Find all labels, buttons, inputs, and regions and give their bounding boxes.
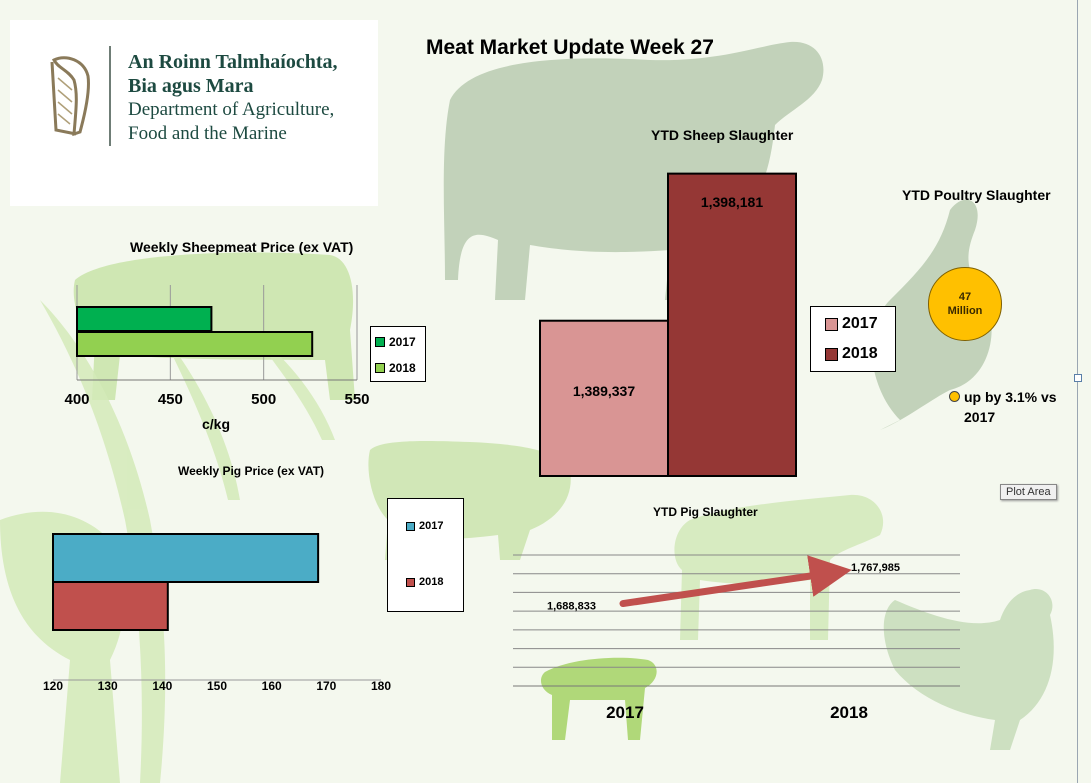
logo-line-1: An Roinn Talmhaíochta,	[128, 51, 338, 73]
legend-swatch-pig-2017	[406, 521, 415, 531]
chicken-silhouette	[883, 589, 1054, 750]
cattle-silhouette	[73, 252, 356, 400]
tick-label-400: 400	[64, 391, 89, 408]
legend-item-slaughter-2017: 2017	[825, 315, 878, 333]
small-lamb-silhouette	[540, 657, 657, 740]
sheep-slaughter-chart: 1,389,337 1,398,181	[539, 172, 797, 477]
legend-swatch-slaughter-2018	[825, 347, 838, 361]
sheep-slaughter-legend: 2017 2018	[810, 306, 896, 372]
sheepmeat-legend: 2017 2018	[370, 326, 426, 382]
sheep-silhouette-large	[443, 41, 824, 301]
poultry-value-label: 47 Million	[947, 291, 983, 317]
logo-line-3: Department of Agriculture,	[128, 99, 335, 120]
bar-slaughter-2018	[667, 172, 797, 477]
poultry-note-marker	[949, 391, 960, 402]
legend-label-2018: 2018	[389, 361, 416, 375]
legend-item-2017: 2017	[375, 335, 416, 349]
category-label-2018: 2018	[830, 703, 868, 722]
data-label-slaughter-2017: 1,389,337	[573, 383, 635, 399]
legend-swatch-2017	[375, 337, 385, 347]
legend-label-pig-2018: 2018	[419, 576, 444, 588]
tick-label-140: 140	[152, 679, 172, 693]
bar-slaughter-2017	[539, 319, 669, 477]
pig-slaughter-chart: 1,688,833 1,767,985 2017 2018	[513, 554, 960, 722]
series-line	[619, 555, 852, 608]
category-label-2017: 2017	[606, 703, 644, 722]
resize-handle[interactable]	[1074, 374, 1082, 382]
poultry-note-text: up by 3.1% vs 2017	[964, 389, 1057, 425]
legend-swatch-slaughter-2017	[825, 317, 838, 331]
sheepmeat-price-chart: 400 450 500 550	[64, 285, 370, 408]
legend-label-pig-2017: 2017	[419, 520, 444, 532]
data-label-2018: 1,767,985	[851, 562, 900, 574]
tick-label-450: 450	[158, 391, 183, 408]
pig-price-chart: 120 130 140 150 160 170 180	[43, 533, 391, 693]
poultry-bubble: 47 Million	[928, 267, 1002, 341]
legend-item-slaughter-2018: 2018	[825, 345, 878, 363]
bar-pig-2017	[52, 533, 320, 583]
tick-label-160: 160	[262, 679, 282, 693]
logo-line-2: Bia agus Mara	[128, 75, 254, 97]
tick-label-170: 170	[316, 679, 336, 693]
legend-swatch-2018	[375, 363, 385, 373]
bar-2017	[76, 306, 213, 332]
logo-divider	[109, 46, 111, 146]
tick-label-120: 120	[43, 679, 63, 693]
tick-label-180: 180	[371, 679, 391, 693]
tick-label-500: 500	[251, 391, 276, 408]
plot-area-tooltip: Plot Area	[1000, 484, 1057, 500]
logo-line-4: Food and the Marine	[128, 123, 287, 144]
pig-slaughter-title: YTD Pig Slaughter	[653, 505, 758, 519]
legend-swatch-pig-2018	[406, 577, 415, 587]
pig-price-legend: 2017 2018	[387, 498, 464, 612]
page-title: Meat Market Update Week 27	[426, 36, 714, 59]
selection-edge	[1077, 0, 1078, 783]
tick-label-550: 550	[344, 391, 369, 408]
harp-logo	[50, 56, 90, 137]
bar-pig-2018	[52, 581, 169, 631]
department-name: An Roinn Talmhaíochta, Bia agus Mara Dep…	[128, 50, 338, 146]
sheepmeat-chart-title: Weekly Sheepmeat Price (ex VAT)	[130, 239, 354, 255]
lamb-silhouette	[674, 494, 884, 640]
pig-price-chart-title: Weekly Pig Price (ex VAT)	[178, 464, 325, 478]
legend-item-pig-2017: 2017	[406, 520, 443, 532]
data-label-slaughter-2018: 1,398,181	[701, 194, 763, 210]
legend-label-slaughter-2017: 2017	[842, 315, 878, 332]
poultry-slaughter-title: YTD Poultry Slaughter	[902, 187, 1051, 203]
legend-label-slaughter-2018: 2018	[842, 345, 878, 362]
legend-label-2017: 2017	[389, 335, 416, 349]
legend-item-2018: 2018	[375, 361, 416, 375]
data-label-2017: 1,688,833	[547, 601, 596, 613]
bar-2018	[76, 331, 314, 357]
legend-item-pig-2018: 2018	[406, 576, 443, 588]
tick-label-130: 130	[98, 679, 118, 693]
sheepmeat-xlabel: c/kg	[202, 416, 231, 432]
sheep-slaughter-title: YTD Sheep Slaughter	[651, 127, 794, 143]
tick-label-150: 150	[207, 679, 227, 693]
